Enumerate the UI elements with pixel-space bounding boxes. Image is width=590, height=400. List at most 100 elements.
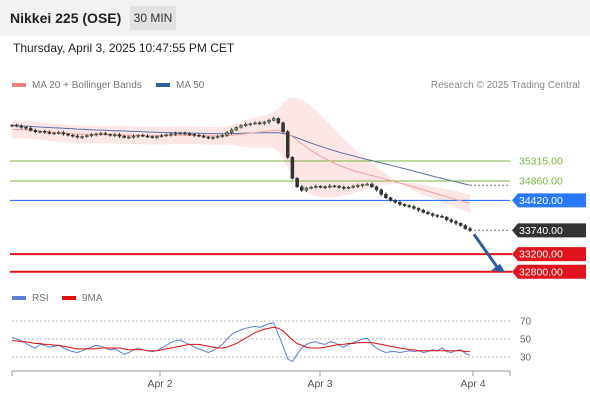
candle — [108, 133, 112, 137]
candle — [318, 185, 323, 189]
candle — [332, 184, 337, 188]
candle — [454, 219, 458, 226]
rsi-line — [11, 322, 471, 363]
candle — [458, 222, 463, 227]
candle — [201, 134, 206, 139]
candle — [169, 132, 173, 137]
candle-body — [440, 216, 444, 218]
chart-header: Nikkei 225 (OSE) 30 MIN — [0, 0, 590, 36]
candle — [19, 124, 24, 129]
candle — [61, 130, 66, 136]
candle — [220, 134, 225, 138]
candle-body — [281, 122, 285, 132]
candle — [435, 213, 440, 219]
x-tick-label-Apr-2: Apr 2 — [147, 378, 172, 390]
candle-body — [178, 132, 182, 135]
candle-body — [229, 129, 234, 133]
candle — [262, 120, 267, 125]
candle — [225, 131, 229, 137]
x-tick-label-Apr-4: Apr 4 — [460, 378, 485, 390]
candle-body — [99, 133, 103, 135]
candle — [304, 186, 309, 193]
candle-body — [290, 157, 295, 179]
candle — [85, 134, 89, 138]
candle-body — [402, 204, 407, 206]
candle — [253, 121, 257, 125]
candle-body — [33, 130, 38, 132]
candle — [440, 214, 444, 219]
candle — [28, 126, 33, 132]
candle-body — [71, 134, 75, 137]
candle-body — [262, 121, 267, 124]
candle-body — [75, 135, 80, 138]
rsi-tick-50: 50 — [520, 335, 532, 346]
candle-body — [38, 131, 42, 133]
candle-body — [150, 136, 154, 138]
candle — [183, 131, 187, 136]
candle-body — [206, 136, 211, 139]
price-tag-32800.00: 32800.00 — [512, 264, 586, 279]
candle — [430, 212, 435, 218]
candle — [309, 185, 313, 190]
candle-body — [430, 213, 435, 216]
candle-body — [435, 215, 440, 217]
candle — [10, 124, 14, 128]
candle — [393, 198, 397, 204]
rsi-tick-70: 70 — [520, 317, 532, 328]
price-tag-text: 33200.00 — [519, 249, 563, 261]
candle-body — [14, 124, 19, 127]
candle-body — [201, 135, 206, 138]
candle — [257, 121, 262, 125]
candle-body — [332, 185, 337, 188]
rsi-9ma-line — [12, 326, 470, 353]
candle-body — [131, 135, 136, 138]
candle — [192, 133, 197, 138]
candle — [178, 131, 182, 135]
candle-body — [159, 135, 164, 137]
candle — [463, 224, 468, 230]
candle — [187, 132, 192, 136]
candle-body — [94, 133, 98, 136]
candle-body — [393, 200, 397, 203]
candle-body — [192, 134, 197, 136]
price-tag-33200.00: 33200.00 — [512, 247, 586, 262]
candle-body — [108, 134, 112, 136]
rsi-tick-30: 30 — [520, 353, 532, 364]
candle-body — [52, 132, 56, 135]
candle-body — [365, 183, 369, 186]
timestamp: Thursday, April 3, 2025 10:47:55 PM CET — [13, 41, 235, 55]
candle-body — [243, 123, 248, 126]
candle — [365, 182, 369, 186]
candle-body — [141, 134, 145, 137]
candle — [117, 132, 122, 139]
forecast-arrow-shaft — [472, 233, 500, 270]
candle — [141, 133, 145, 138]
price-tag-text: 35315.00 — [519, 156, 563, 168]
candle — [323, 185, 327, 190]
candle — [407, 204, 411, 208]
ma20-line — [12, 129, 471, 204]
candle — [468, 226, 472, 233]
candle-body — [407, 205, 411, 207]
candle-body — [285, 131, 290, 158]
candle — [113, 133, 117, 137]
candle — [66, 132, 70, 137]
candle-body — [421, 209, 426, 213]
candle-body — [85, 135, 89, 137]
candle — [314, 184, 318, 189]
candle — [276, 117, 281, 125]
legend-ma50: MA 50 — [156, 80, 204, 91]
candle — [248, 122, 253, 127]
candle — [229, 128, 234, 135]
candle — [444, 216, 449, 222]
candle-body — [197, 134, 201, 137]
candle — [271, 116, 276, 122]
ma9-label: 9MA — [82, 293, 103, 304]
candle-body — [257, 122, 262, 125]
candle-body — [449, 219, 454, 222]
candle-body — [304, 187, 309, 191]
ma20-swatch — [12, 83, 26, 88]
timeframe-button[interactable]: 30 MIN — [130, 6, 176, 30]
candle — [38, 130, 42, 134]
candle-body — [253, 122, 257, 125]
